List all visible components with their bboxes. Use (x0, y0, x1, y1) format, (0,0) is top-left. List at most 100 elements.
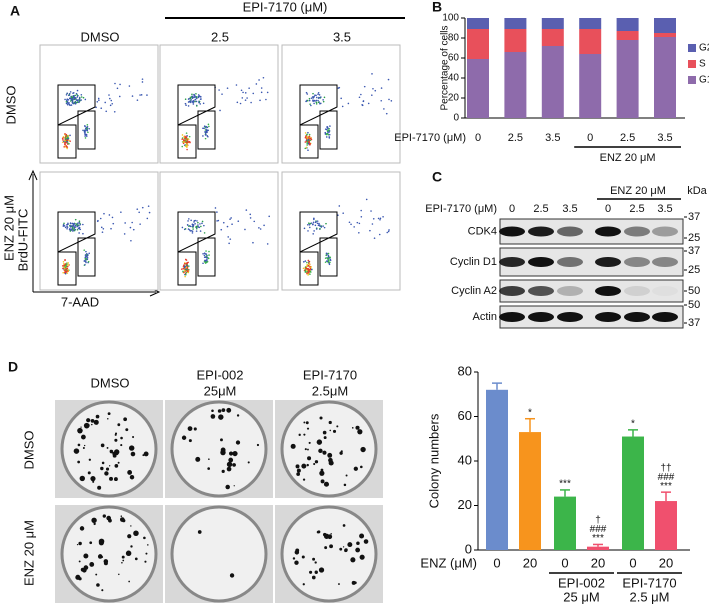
event-dot (367, 102, 370, 105)
event-dot (309, 142, 311, 145)
event-dot (71, 222, 74, 225)
event-dot (118, 95, 121, 98)
event-dot (325, 222, 327, 225)
colony (77, 427, 83, 434)
event-dot (103, 212, 105, 215)
event-dot (370, 210, 372, 212)
colony (118, 573, 120, 576)
colony (120, 515, 123, 517)
event-dot (365, 198, 368, 201)
event-dot (76, 224, 78, 226)
event-dot (132, 228, 135, 231)
bar-segment (467, 18, 489, 29)
bar-segment (654, 33, 676, 37)
event-dot (305, 135, 307, 137)
event-dot (188, 135, 191, 138)
event-dot (308, 99, 311, 102)
event-dot (96, 220, 99, 223)
colony (123, 417, 127, 422)
event-dot (78, 226, 81, 229)
event-dot (302, 267, 305, 270)
event-dot (195, 230, 198, 232)
colony (78, 541, 82, 546)
event-dot (340, 97, 342, 100)
colony (236, 414, 240, 417)
y-tick-label: 60 (458, 408, 472, 423)
event-dot (67, 134, 70, 137)
event-dot (242, 91, 244, 94)
event-dot (84, 131, 86, 134)
event-dot (80, 96, 83, 98)
event-dot (306, 270, 308, 273)
event-dot (205, 128, 208, 131)
event-dot (318, 222, 320, 225)
event-dot (226, 87, 229, 89)
event-dot (222, 221, 225, 224)
band (624, 312, 650, 322)
event-dot (206, 126, 209, 129)
colony (226, 461, 233, 468)
colony (145, 552, 148, 555)
colony (309, 570, 313, 574)
colony-plate (275, 505, 383, 603)
event-dot (199, 103, 202, 105)
colony (355, 547, 361, 553)
event-dot (316, 222, 319, 225)
event-dot (248, 87, 250, 89)
event-dot (306, 93, 309, 95)
colony (93, 522, 96, 526)
event-dot (203, 232, 206, 234)
event-dot (347, 102, 350, 105)
event-dot (80, 93, 83, 96)
event-dot (192, 225, 195, 227)
event-dot (101, 231, 104, 233)
band (624, 257, 650, 267)
event-dot (323, 96, 326, 99)
event-dot (108, 94, 110, 96)
colony (357, 429, 363, 435)
colony (107, 417, 109, 420)
event-dot (315, 228, 318, 230)
event-dot (192, 103, 195, 105)
event-dot (253, 220, 256, 223)
event-dot (308, 271, 310, 274)
colony (307, 448, 309, 451)
event-dot (185, 273, 187, 276)
group-label: EPI-002 (558, 575, 605, 590)
colony (290, 443, 296, 449)
event-dot (268, 215, 270, 218)
event-dot (325, 254, 327, 256)
y-axis-label: Percentage of cells (440, 25, 451, 110)
event-dot (186, 143, 188, 145)
event-dot (182, 142, 185, 145)
lane-label: 0 (605, 203, 611, 215)
event-dot (185, 140, 187, 142)
event-dot (191, 230, 194, 233)
event-dot (318, 224, 320, 226)
row-label: DMSO (21, 431, 36, 470)
colony (303, 433, 306, 436)
event-dot (306, 265, 308, 267)
event-dot (66, 146, 69, 148)
colony (318, 448, 323, 454)
colony (350, 557, 356, 563)
colony (130, 451, 136, 457)
event-dot (325, 252, 328, 255)
event-dot (88, 127, 91, 130)
flow-plot (281, 171, 401, 291)
significance-label: ### (590, 524, 607, 535)
plot-frame (281, 171, 401, 291)
bar (486, 389, 508, 550)
event-dot (318, 94, 321, 96)
event-dot (185, 271, 188, 274)
column-label: 2.5 (211, 29, 229, 44)
event-dot (72, 224, 74, 227)
error-bar (525, 417, 535, 433)
event-dot (216, 211, 218, 213)
event-dot (312, 96, 315, 99)
event-dot (74, 218, 77, 221)
group-label: EPI-7170 (622, 575, 676, 590)
event-dot (184, 258, 187, 261)
event-dot (235, 84, 238, 86)
